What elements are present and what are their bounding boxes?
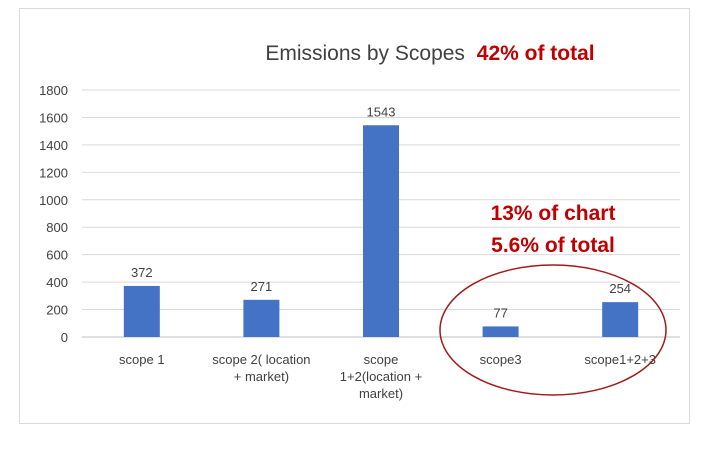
- data-label: 372: [131, 265, 153, 280]
- x-tick-label-line: scope1+2+3: [584, 352, 656, 367]
- bar: [243, 299, 280, 337]
- bars: [123, 125, 639, 337]
- y-tick-label: 1800: [39, 83, 68, 98]
- annotation-chart-share: 13% of chart: [491, 202, 616, 225]
- x-tick-label-line: scope3: [480, 352, 522, 367]
- bar: [482, 326, 519, 337]
- y-tick-label: 1200: [39, 165, 68, 180]
- chart-title-main: Emissions by Scopes: [265, 42, 465, 65]
- y-tick-label: 1600: [39, 110, 68, 125]
- y-tick-label: 400: [46, 275, 68, 290]
- y-tick-label: 800: [46, 220, 68, 235]
- x-tick-label-line: scope 1: [119, 352, 165, 367]
- data-label: 1543: [367, 104, 396, 119]
- x-tick-label-line: scope: [364, 352, 399, 367]
- data-label: 77: [493, 305, 507, 320]
- y-tick-label: 1400: [39, 138, 68, 153]
- highlight-ellipse: [439, 264, 667, 396]
- y-tick-label: 600: [46, 248, 68, 263]
- y-tick-label: 200: [46, 303, 68, 318]
- data-labels: 372 271 1543 77 254: [131, 104, 631, 320]
- annotation-total-share: 5.6% of total: [491, 234, 615, 257]
- data-label: 254: [609, 281, 631, 296]
- x-tick-label: scope1+2+3: [584, 352, 656, 367]
- x-tick-label: scope 2( location + market): [212, 352, 310, 384]
- x-tick-label: scope 1+2(location + market): [340, 352, 422, 401]
- x-tick-label-line: market): [359, 386, 403, 401]
- gridlines: [82, 89, 680, 338]
- x-tick-label-line: + market): [234, 369, 289, 384]
- chart-frame: [19, 8, 690, 424]
- chart-title-emphasis: 42% of total: [477, 42, 595, 65]
- bar: [123, 285, 160, 337]
- x-tick-label-line: 1+2(location +: [340, 369, 422, 384]
- bar: [602, 302, 639, 337]
- y-tick-label: 0: [61, 330, 68, 345]
- x-tick-label: scope 1: [119, 352, 165, 367]
- x-tick-label: scope3: [480, 352, 522, 367]
- y-tick-label: 1000: [39, 193, 68, 208]
- data-label: 271: [251, 279, 273, 294]
- chart-title: Emissions by Scopes 42% of total: [265, 42, 594, 65]
- y-axis-tick-labels: 0 200 400 600 800 1000 1200 1400 1600 1800: [39, 83, 68, 345]
- x-axis-tick-labels: scope 1 scope 2( location + market)scope 1+…: [119, 352, 656, 401]
- bar: [363, 125, 399, 337]
- x-tick-label-line: scope 2( location: [212, 352, 310, 367]
